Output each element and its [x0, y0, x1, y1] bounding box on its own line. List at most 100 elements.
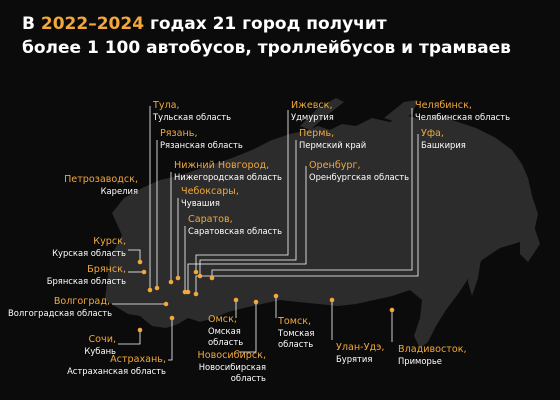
region-name: Рязанская область — [160, 140, 243, 150]
label-cheb: Чебоксары, Чувашия — [181, 186, 239, 209]
dot-chel — [209, 275, 215, 281]
region-name: Нижегородская область — [174, 172, 282, 182]
city-name: Брянск, — [87, 264, 126, 275]
region-name: Саратовская область — [188, 226, 283, 236]
dot-bryansk — [141, 269, 147, 275]
city-name: Уфа, — [421, 128, 444, 139]
region-line-1: Томская — [278, 328, 315, 338]
label-izhevsk: Ижевск, Удмуртия — [291, 100, 334, 123]
region-name: Кубань — [84, 346, 116, 356]
taymyr — [384, 100, 418, 122]
region-name: Оренбургская область — [309, 172, 410, 182]
region-name: Волгоградская область — [8, 308, 113, 318]
region-line-1: Омская — [208, 326, 241, 336]
connector-astrakhan — [168, 318, 173, 361]
label-nn: Нижний Новгород, Нижегородская область — [174, 160, 282, 183]
headline-prefix: В — [22, 14, 41, 34]
connector-izhevsk — [195, 110, 289, 272]
region-name: Челябинская область — [415, 112, 511, 122]
dot-nn — [168, 279, 174, 285]
region-name: Приморье — [398, 356, 442, 366]
dot-volgograd — [163, 301, 169, 307]
region-name: Курская область — [52, 248, 126, 258]
label-petrozavodsk: Петрозаводск, Карелия — [58, 174, 138, 197]
label-volgograd: Волгоград, Волгоградская область — [8, 296, 113, 319]
dot-ulanude — [329, 297, 335, 303]
dot-novosib — [253, 299, 259, 305]
city-name: Челябинск, — [415, 100, 472, 111]
label-tula: Тула, Тульская область — [153, 100, 231, 123]
kamchatka — [520, 226, 540, 262]
connector-ufa — [195, 134, 419, 294]
city-name: Курск, — [93, 236, 126, 247]
label-novosibirsk: Новосибирск, Новосибирская область — [180, 350, 266, 384]
dot-tomsk — [273, 293, 279, 299]
city-name: Сочи, — [88, 334, 116, 345]
headline-line2: более 1 100 автобусов, троллейбусов и тр… — [22, 38, 511, 58]
label-omsk: Омск, Омская область — [208, 314, 243, 348]
label-perm: Пермь, Пермский край — [299, 128, 366, 151]
region-line-2: область — [230, 373, 266, 383]
city-name: Улан-Удэ, — [336, 342, 385, 353]
dot-astrakhan — [169, 315, 175, 321]
city-dots — [137, 259, 395, 333]
city-name: Новосибирск, — [197, 350, 266, 361]
label-bryansk: Брянск, Брянская область — [26, 264, 126, 287]
connector-kursk — [128, 249, 141, 262]
city-name: Саратов, — [188, 214, 233, 225]
region-name: Удмуртия — [291, 112, 334, 122]
novaya-zemlya — [300, 98, 344, 130]
city-name: Пермь, — [299, 128, 335, 139]
region-name: Брянская область — [46, 276, 126, 286]
dot-izhevsk — [193, 269, 199, 275]
label-chelyabinsk: Челябинск, Челябинская область — [415, 100, 510, 123]
city-name: Волгоград, — [53, 296, 110, 307]
label-ryazan: Рязань, Рязанская область — [160, 128, 243, 151]
headline-suffix: годах 21 город получит — [144, 14, 387, 34]
city-name: Томск, — [278, 316, 312, 327]
sakhalin-island — [468, 232, 482, 296]
label-kursk: Курск, Курская область — [36, 236, 126, 259]
region-name: Астраханская область — [67, 366, 166, 376]
city-name: Астрахань, — [110, 354, 166, 365]
region-name: Тульская область — [153, 112, 232, 122]
dot-kursk — [137, 259, 143, 265]
city-name: Нижний Новгород, — [174, 160, 270, 171]
label-ufa: Уфа, Башкирия — [421, 128, 466, 151]
dot-perm — [197, 273, 203, 279]
region-name: Бурятия — [336, 354, 373, 364]
dot-cheb — [175, 275, 181, 281]
city-name: Чебоксары, — [181, 186, 239, 197]
region-name: Чувашия — [181, 198, 220, 208]
dot-ufa — [193, 291, 199, 297]
city-name: Владивосток, — [398, 344, 467, 355]
label-astrakhan: Астрахань, Астраханская область — [66, 354, 166, 377]
label-orenburg: Оренбург, Оренбургская область — [309, 160, 409, 183]
connector-perm — [199, 140, 297, 276]
region-name: Карелия — [100, 186, 138, 196]
dot-sochi — [137, 327, 143, 333]
connector-sochi — [118, 330, 141, 345]
label-saratov: Саратов, Саратовская область — [188, 214, 282, 237]
connector-chel — [211, 108, 413, 278]
region-line-2: область — [278, 339, 314, 349]
region-name: Башкирия — [421, 140, 466, 150]
dot-vlad — [389, 307, 395, 313]
region-line-1: Новосибирская — [198, 362, 266, 372]
label-tomsk: Томск, Томская область — [278, 316, 314, 350]
dot-tula — [147, 287, 153, 293]
label-ulanude: Улан-Удэ, Бурятия — [336, 342, 384, 365]
connector-lines — [112, 106, 419, 361]
city-name: Тула, — [153, 100, 180, 111]
connector-novosib — [238, 302, 257, 353]
city-name: Ижевск, — [291, 100, 333, 111]
connector-orenburg — [187, 166, 307, 292]
city-name: Омск, — [208, 314, 237, 325]
region-line-2: область — [208, 337, 244, 347]
city-name: Оренбург, — [309, 160, 361, 171]
headline: В 2022–2024 годах 21 город получит более… — [22, 12, 542, 60]
city-name: Петрозаводск, — [64, 174, 138, 185]
label-vladivostok: Владивосток, Приморье — [398, 344, 467, 367]
dot-orenburg — [185, 289, 191, 295]
